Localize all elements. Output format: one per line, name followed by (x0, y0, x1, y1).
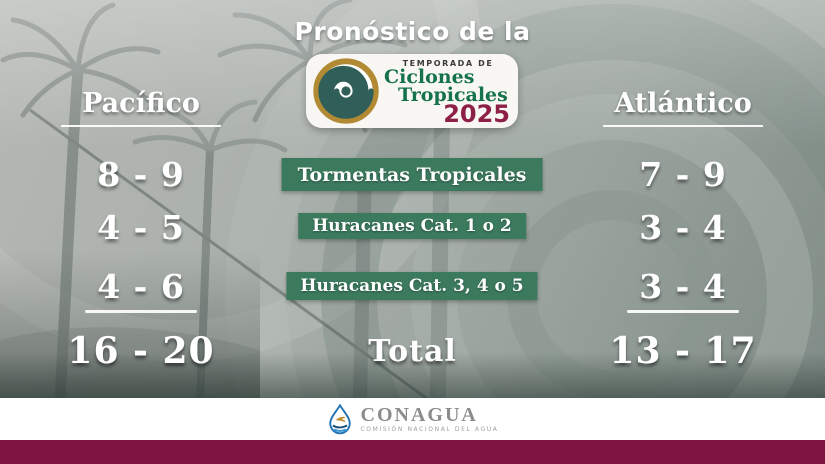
season-label: TEMPORADA DE (402, 59, 494, 68)
atlantic-total-separator (627, 310, 739, 313)
season-year: 2025 (443, 100, 510, 128)
season-logo-card: TEMPORADA DE Ciclones Tropicales 2025 (306, 54, 518, 128)
conagua-logo: CONAGUA COMISIÓN NACIONAL DEL AGUA (327, 403, 499, 435)
atlantic-column-header: Atlántico (575, 88, 791, 127)
water-drop-icon (328, 403, 351, 435)
bottom-accent-bar (0, 440, 825, 464)
atlantic-tormentas-value: 7 - 9 (639, 155, 727, 194)
pacific-header-label: Pacífico (82, 88, 200, 119)
cyclone-spiral-icon (313, 58, 379, 124)
pacific-tormentas-value: 8 - 9 (97, 155, 185, 194)
season-name-line1: Ciclones (384, 66, 475, 88)
pacific-total-separator (85, 310, 197, 313)
brand-tagline: COMISIÓN NACIONAL DEL AGUA (360, 426, 499, 433)
season-name-line2: Tropicales (398, 84, 508, 106)
category-badge-tormentas: Tormentas Tropicales (281, 158, 543, 191)
atlantic-huracanes345-value: 3 - 4 (639, 267, 727, 306)
brand-name: CONAGUA (360, 404, 478, 426)
atlantic-header-label: Atlántico (614, 88, 752, 119)
footer-bar: CONAGUA COMISIÓN NACIONAL DEL AGUA (0, 398, 825, 440)
category-badge-huracanes12: Huracanes Cat. 1 o 2 (298, 213, 526, 239)
atlantic-total-value: 13 - 17 (609, 330, 757, 372)
atlantic-header-underline (603, 125, 763, 127)
atlantic-huracanes12-value: 3 - 4 (639, 208, 727, 247)
pacific-total-value: 16 - 20 (67, 330, 215, 372)
page-title: Pronóstico de la (294, 17, 531, 46)
pacific-huracanes12-value: 4 - 5 (97, 208, 185, 247)
category-badge-huracanes345: Huracanes Cat. 3, 4 o 5 (286, 272, 538, 300)
total-label: Total (368, 334, 457, 369)
pacific-header-underline (61, 125, 221, 127)
season-logo-text: TEMPORADA DE Ciclones Tropicales 2025 (384, 59, 512, 128)
pacific-column-header: Pacífico (33, 88, 249, 127)
pacific-huracanes345-value: 4 - 6 (97, 267, 185, 306)
